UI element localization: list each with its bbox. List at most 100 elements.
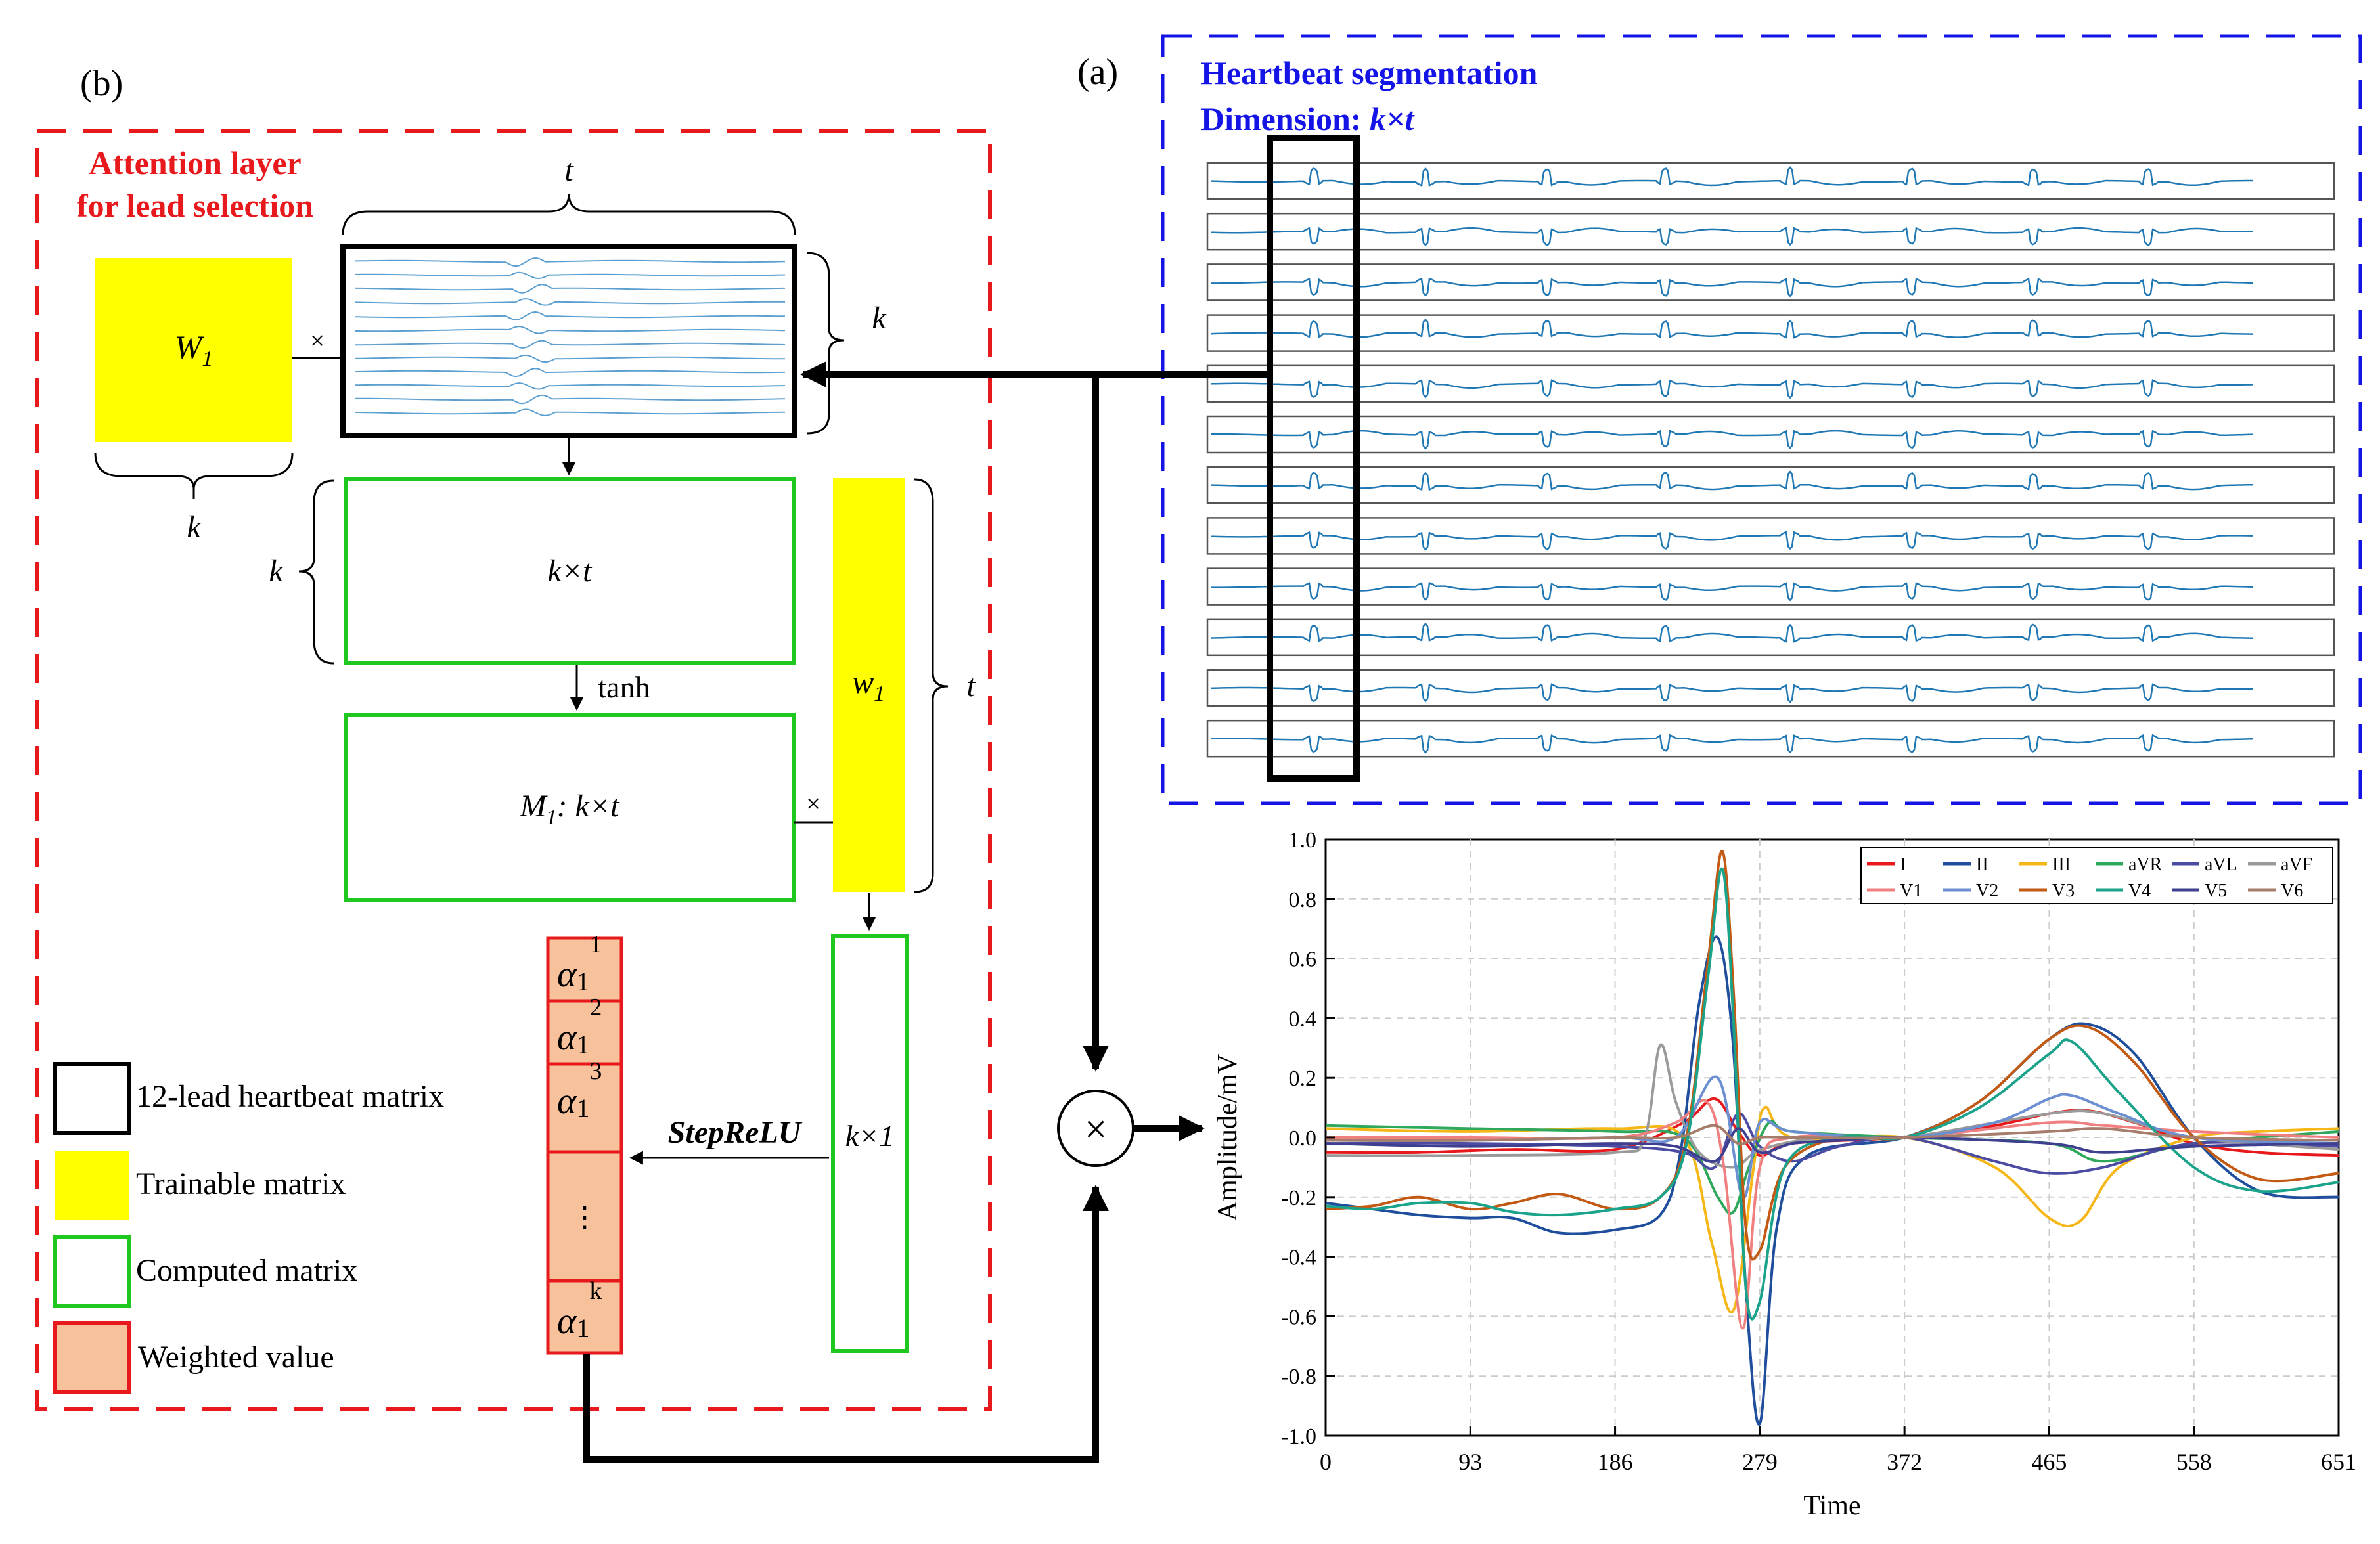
y-tick-label-0.2: 0.2 — [1289, 1067, 1317, 1091]
W1-trainable-matrix — [95, 258, 292, 442]
legend-text-5: aVF — [2281, 854, 2312, 875]
y-tick-label--1.0: -1.0 — [1281, 1424, 1316, 1449]
x-tick-label-279: 279 — [1742, 1449, 1778, 1475]
y-tick-label--0.6: -0.6 — [1281, 1305, 1316, 1329]
legend-text-10: V5 — [2205, 881, 2227, 901]
series-line-4 — [1325, 1112, 2339, 1175]
lead-trace-6 — [1211, 430, 2254, 450]
segmentation-frame — [1161, 34, 2362, 805]
lead-trace-2 — [1210, 227, 2254, 247]
matrix-trace-3 — [354, 284, 785, 294]
legend-text-4: aVL — [2205, 854, 2237, 875]
heartbeat-matrix-traces — [354, 257, 786, 416]
M1-computed-matrix — [344, 713, 796, 902]
lead-trace-9 — [1211, 581, 2254, 602]
series-line-11 — [1325, 1124, 2339, 1145]
attention-title-line1: Attention layer — [89, 144, 302, 181]
series-line-3 — [1325, 1119, 2339, 1215]
segmentation-title: Heartbeat segmentation — [1201, 55, 1538, 91]
lead-trace-7 — [1210, 470, 2254, 491]
matrix-trace-11 — [355, 394, 786, 405]
legend-text-11: V6 — [2281, 881, 2303, 901]
chart-ylabel: Amplitude/mV — [1213, 1054, 1243, 1221]
legend-text-3: aVR — [2128, 854, 2163, 875]
alpha-1: α11 — [557, 931, 602, 996]
lead-trace-8 — [1211, 531, 2254, 551]
w1-label: w1 — [852, 663, 885, 706]
y-tick-label-0.0: 0.0 — [1289, 1126, 1317, 1151]
kxt-label: k×t — [547, 554, 593, 588]
W1-label: W1 — [175, 328, 213, 371]
heartbeat-matrix — [340, 244, 797, 438]
matrix-trace-7 — [355, 340, 786, 349]
series-line-5 — [1325, 1043, 2339, 1169]
alpha-cell-dots — [546, 1150, 623, 1283]
W1-times-symbol: × — [310, 326, 325, 355]
matrix-trace-1 — [354, 257, 786, 267]
panel-a-label: (a) — [1077, 52, 1118, 93]
lead-trace-11 — [1210, 683, 2254, 703]
legend-text-0: I — [1900, 854, 1906, 875]
legend-text-9: V4 — [2128, 881, 2151, 901]
panel-b-label: (b) — [80, 63, 123, 104]
y-tick-label-0.6: 0.6 — [1289, 948, 1317, 972]
alpha-cell-1 — [546, 936, 623, 1003]
chart-legend-box — [1860, 847, 2333, 904]
matrix-trace-2 — [355, 271, 786, 280]
legend-swatch-trainable — [55, 1151, 129, 1220]
alpha-k: α1k — [557, 1277, 602, 1343]
alpha-3: α13 — [557, 1057, 602, 1123]
lead-trace-10 — [1210, 622, 2253, 643]
segmentation-dimension: Dimension: k×t — [1201, 100, 1415, 137]
series-line-9 — [1325, 867, 2339, 1321]
lead-trace-12 — [1211, 734, 2254, 754]
matrix-trace-10 — [354, 382, 786, 390]
W1-k-label: k — [187, 510, 202, 544]
x-tick-label-558: 558 — [2176, 1449, 2212, 1475]
matrix-trace-8 — [354, 354, 785, 363]
chart-xlabel: Time — [1803, 1491, 1860, 1521]
legend-swatch-heartbeat — [53, 1062, 131, 1135]
M1-times-symbol: × — [806, 789, 821, 818]
lead-trace-1 — [1211, 166, 2253, 187]
lead-trace-4 — [1210, 318, 2253, 339]
attention-title-line2: for lead selection — [77, 187, 313, 224]
series-line-8 — [1325, 850, 2339, 1261]
w1-t-label: t — [966, 669, 976, 703]
y-tick-label--0.4: -0.4 — [1281, 1246, 1316, 1270]
legend-text-1: II — [1976, 854, 1988, 875]
x-tick-label-0: 0 — [1320, 1449, 1332, 1475]
w1-t-brace — [914, 478, 949, 893]
legend: 12-lead heartbeat matrix Trainable matri… — [53, 1062, 444, 1394]
x-tick-label-651: 651 — [2321, 1449, 2356, 1475]
legend-text-7: V2 — [1976, 881, 1998, 901]
multiply-node — [1057, 1090, 1134, 1167]
lead-trace-5 — [1210, 379, 2254, 399]
lead-trace-3 — [1211, 277, 2253, 298]
y-tick-label-0.8: 0.8 — [1289, 888, 1317, 912]
multiply-symbol: × — [1085, 1107, 1108, 1152]
legend-label-weighted: Weighted value — [138, 1340, 334, 1375]
series-line-10 — [1325, 1127, 2339, 1163]
matrix-trace-4 — [354, 298, 786, 306]
arrow-alpha-to-multiply — [583, 1185, 1109, 1463]
y-tick-label--0.8: -0.8 — [1281, 1365, 1316, 1389]
x-tick-label-372: 372 — [1887, 1449, 1922, 1475]
series-line-2 — [1325, 1105, 2339, 1313]
y-tick-label-0.4: 0.4 — [1289, 1007, 1317, 1031]
w1-trainable-vector — [833, 478, 905, 892]
k1-computed-vector — [831, 934, 909, 1353]
matrix-t-label: t — [564, 153, 574, 188]
x-tick-label-93: 93 — [1458, 1449, 1482, 1475]
attention-layer-frame — [35, 129, 992, 1411]
W1-brace — [94, 452, 294, 490]
matrix-trace-6 — [354, 326, 786, 334]
y-tick-label-1.0: 1.0 — [1289, 828, 1317, 852]
legend-text-6: V1 — [1900, 881, 1922, 901]
selected-heartbeat-window — [1267, 135, 1360, 782]
chart-series — [1325, 850, 2339, 1426]
matrix-k-label: k — [872, 301, 887, 336]
legend-label-computed: Computed matrix — [136, 1253, 357, 1288]
M1-label: M1: k×t — [520, 789, 621, 829]
